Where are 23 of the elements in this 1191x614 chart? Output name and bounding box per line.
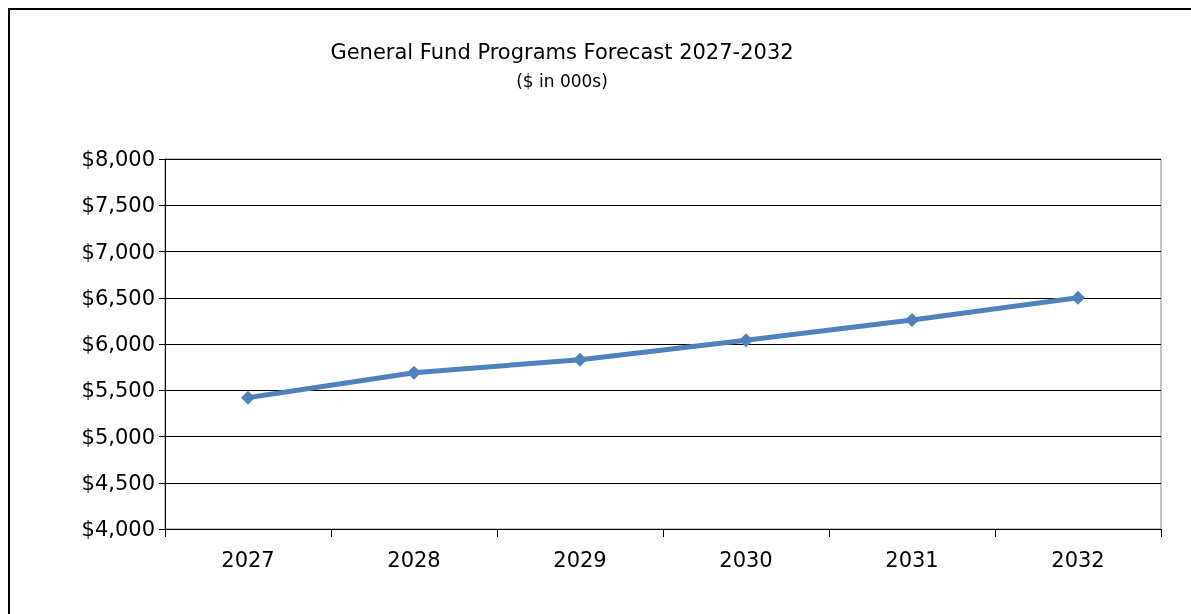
y-tick-label: $8,000 [81,147,155,171]
y-tick-label: $5,500 [81,378,155,403]
x-tick-label: 2028 [387,547,441,572]
y-tick-label: $7,500 [81,193,155,218]
y-tick-label: $7,000 [81,239,155,264]
y-tick-label: $4,000 [81,517,155,541]
x-tick-label: 2027 [221,547,275,572]
point [241,390,255,405]
x-tick-label: 2031 [885,547,939,572]
x-tick-label: 2030 [719,547,773,572]
chart-subtitle: ($ in 000s) [516,70,608,91]
point [407,365,421,380]
point [573,352,587,367]
y-tick-label: $6,500 [81,285,155,310]
point [905,312,919,327]
y-tick-label: $6,000 [81,332,155,356]
point [739,333,753,348]
chart-title: General Fund Programs Forecast 2027-2032 [330,39,794,64]
x-tick-label: 2029 [553,547,607,572]
y-tick-label: $5,000 [81,424,155,449]
y-tick-label: $4,500 [81,470,155,495]
x-tick-label: 2032 [1051,547,1105,572]
point [1071,290,1085,305]
